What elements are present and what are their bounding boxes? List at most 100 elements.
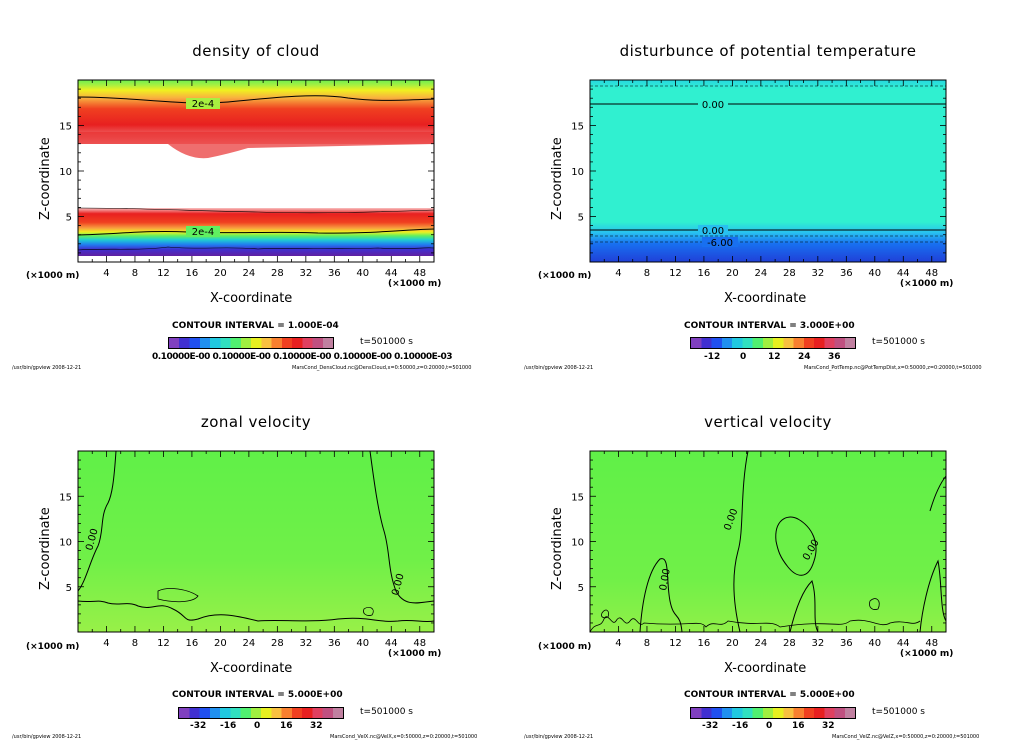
chart-title: zonal velocity [200, 413, 312, 431]
x-tick-label: 40 [356, 268, 369, 279]
x-tick-label: 24 [755, 268, 768, 279]
x-tick-label: 20 [726, 268, 739, 279]
colorbar-tick: 32 [822, 721, 835, 731]
chart-title: vertical velocity [704, 413, 832, 431]
colorbar-labels: 0.10000E-00 0.10000E-00 0.10000E-00 0.10… [152, 352, 453, 362]
chart-title: density of cloud [192, 42, 320, 60]
x-tick-label: 20 [214, 268, 227, 279]
x-tick-label: 12 [157, 638, 170, 649]
x-tick-label: 4 [615, 638, 621, 649]
x-tick-label: 36 [840, 638, 853, 649]
y-axis-unit: (×1000 m) [538, 271, 592, 281]
colorbar-tick: 0 [740, 352, 747, 362]
x-tick-label: 12 [669, 268, 682, 279]
y-tick-label: 5 [578, 583, 584, 594]
x-tick-label: 8 [644, 638, 650, 649]
contour-interval: CONTOUR INTERVAL = 3.000E+00 [684, 321, 855, 331]
footer-left: /usr/bin/gpview 2008-12-21 [12, 365, 82, 371]
x-tick-label: 36 [328, 638, 341, 649]
footer-left: /usr/bin/gpview 2008-12-21 [12, 734, 82, 740]
x-tick-label: 16 [698, 638, 711, 649]
x-axis-label: X-coordinate [724, 291, 807, 306]
x-tick-label: 32 [811, 268, 824, 279]
footer-right: MarsCond_VelZ.nc@VelZ,x=0:50000,z=0:2000… [832, 734, 980, 740]
colorbar [690, 707, 856, 719]
colorbar-tick: 0 [254, 721, 261, 731]
y-tick-label: 5 [66, 583, 72, 594]
y-tick-label: 15 [571, 122, 584, 133]
y-axis-label: Z-coordinate [38, 507, 53, 590]
colorbar [690, 337, 856, 349]
footer-right: MarsCond_VelX.nc@VelX,x=0:50000,z=0:2000… [330, 734, 478, 740]
x-tick-label: 32 [299, 268, 312, 279]
x-tick-label: 32 [811, 638, 824, 649]
x-tick-label: 40 [868, 638, 881, 649]
x-tick-label: 20 [726, 638, 739, 649]
x-tick-label: 28 [271, 638, 284, 649]
colorbar-tick: 32 [310, 721, 323, 731]
x-tick-label: 24 [755, 638, 768, 649]
x-tick-label: 8 [132, 268, 138, 279]
contour-label: 0.00 [702, 100, 724, 111]
x-tick-label: 24 [243, 638, 256, 649]
footer-left: /usr/bin/gpview 2008-12-21 [524, 365, 594, 371]
x-axis-label: X-coordinate [210, 291, 293, 306]
colorbar-tick: -16 [220, 721, 237, 731]
x-tick-label: 44 [897, 268, 910, 279]
x-tick-label: 36 [840, 268, 853, 279]
plot-area: 0.00 0.00 -6.00 4 8 12 16 20 24 28 32 36 40 44 4851… [571, 79, 947, 279]
footer-right: MarsCond_PotTemp.nc@PotTempDist,x=0:5000… [804, 365, 982, 371]
x-tick-label: 16 [186, 268, 199, 279]
x-axis-unit: (×1000 m) [900, 649, 954, 659]
x-tick-label: 12 [669, 638, 682, 649]
plot-area: 0.00 0.00 0.00 4 8 12 16 20 24 28 32 36 40 44 48510… [571, 450, 947, 649]
footer-right: MarsCond_DensCloud.nc@DensCloud,x=0:5000… [292, 365, 472, 371]
contour-interval: CONTOUR INTERVAL = 1.000E-04 [172, 321, 339, 331]
x-tick-label: 16 [186, 638, 199, 649]
y-tick-label: 15 [59, 492, 72, 503]
y-tick-label: 15 [59, 122, 72, 133]
y-tick-label: 15 [571, 492, 584, 503]
x-axis-unit: (×1000 m) [388, 649, 442, 659]
x-axis-unit: (×1000 m) [900, 279, 954, 289]
contour-label: 0.00 [702, 226, 724, 237]
x-tick-label: 8 [132, 638, 138, 649]
contour-label: 2e-4 [192, 227, 215, 238]
y-tick-label: 5 [578, 213, 584, 224]
y-tick-label: 10 [571, 538, 584, 549]
x-tick-label: 44 [897, 638, 910, 649]
x-tick-label: 16 [698, 268, 711, 279]
x-tick-label: 48 [413, 268, 426, 279]
x-tick-label: 48 [925, 268, 938, 279]
x-tick-label: 36 [328, 268, 341, 279]
contour-label: 0.00 [658, 568, 673, 592]
x-tick-label: 40 [868, 268, 881, 279]
colorbar-tick: -32 [702, 721, 719, 731]
contour-label: -6.00 [707, 238, 733, 249]
x-tick-label: 48 [413, 638, 426, 649]
time-label: t=501000 s [360, 337, 413, 347]
y-axis-unit: (×1000 m) [538, 642, 592, 652]
x-tick-label: 48 [925, 638, 938, 649]
time-label: t=501000 s [360, 707, 413, 717]
x-tick-label: 4 [103, 268, 109, 279]
x-tick-label: 28 [271, 268, 284, 279]
x-tick-label: 32 [299, 638, 312, 649]
colorbar [168, 337, 334, 349]
colorbar-tick: -16 [732, 721, 749, 731]
colorbar [178, 707, 344, 719]
x-tick-label: 28 [783, 638, 796, 649]
x-tick-label: 24 [243, 268, 256, 279]
colorbar-tick: -12 [704, 352, 721, 362]
colorbar-tick: 12 [768, 352, 781, 362]
contour-label: 2e-4 [192, 99, 215, 110]
x-tick-label: 40 [356, 638, 369, 649]
colorbar-tick: 0 [766, 721, 773, 731]
y-axis-unit: (×1000 m) [26, 642, 80, 652]
